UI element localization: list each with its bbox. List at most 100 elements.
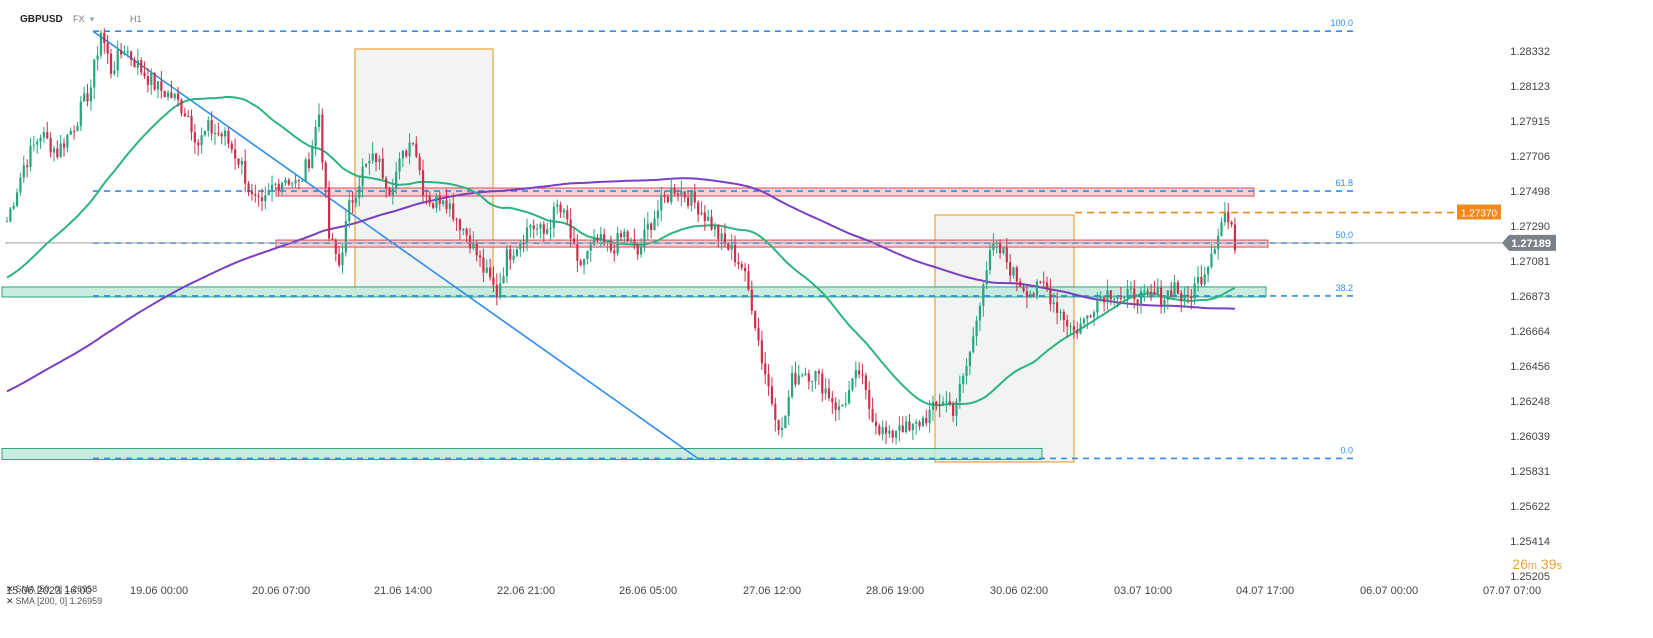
consolidation-box[interactable] <box>934 214 1075 463</box>
candle[interactable] <box>1160 280 1163 314</box>
candle[interactable] <box>1089 314 1092 319</box>
candle[interactable] <box>190 109 193 141</box>
candle[interactable] <box>864 372 867 400</box>
candle[interactable] <box>730 234 733 260</box>
candle[interactable] <box>307 152 311 172</box>
candle[interactable] <box>113 61 116 76</box>
candle[interactable] <box>32 136 35 152</box>
candle[interactable] <box>468 227 472 254</box>
candle[interactable] <box>442 200 445 207</box>
candle[interactable] <box>935 400 938 411</box>
candle[interactable] <box>371 142 374 164</box>
candle[interactable] <box>824 377 827 400</box>
candle[interactable] <box>1045 276 1049 292</box>
candle[interactable] <box>15 188 19 208</box>
candle[interactable] <box>626 229 629 242</box>
candle[interactable] <box>257 192 260 207</box>
symbol-label[interactable]: GBPUSD <box>20 14 63 25</box>
candle[interactable] <box>884 420 888 445</box>
candle[interactable] <box>703 205 706 231</box>
candle[interactable] <box>207 116 210 137</box>
candle[interactable] <box>871 397 874 423</box>
candle[interactable] <box>1069 322 1072 335</box>
candle[interactable] <box>1163 297 1166 314</box>
candle[interactable] <box>56 140 59 160</box>
candle[interactable] <box>566 205 569 225</box>
candle[interactable] <box>247 181 250 197</box>
candle[interactable] <box>844 392 847 408</box>
candle[interactable] <box>140 57 143 76</box>
candle[interactable] <box>354 189 358 208</box>
candle[interactable] <box>1029 290 1032 299</box>
candle[interactable] <box>395 162 398 195</box>
candle[interactable] <box>1133 279 1136 309</box>
candle[interactable] <box>764 352 767 385</box>
candle[interactable] <box>193 124 196 154</box>
candle[interactable] <box>1096 292 1099 319</box>
candle[interactable] <box>733 235 737 267</box>
candle[interactable] <box>1072 319 1075 339</box>
candle[interactable] <box>39 134 42 149</box>
legend-sma50[interactable]: ✕ SMA [50, 0] 1.26958 <box>6 584 97 595</box>
candle[interactable] <box>596 234 599 244</box>
candle[interactable] <box>361 158 364 198</box>
candle[interactable] <box>1099 291 1102 302</box>
candle[interactable] <box>482 248 485 282</box>
candle[interactable] <box>364 163 368 168</box>
candle[interactable] <box>133 57 136 68</box>
candle[interactable] <box>334 238 337 262</box>
candle[interactable] <box>421 159 425 202</box>
candle[interactable] <box>341 243 344 274</box>
candle[interactable] <box>197 138 200 156</box>
candle[interactable] <box>317 103 321 132</box>
candle[interactable] <box>757 317 760 347</box>
candle[interactable] <box>281 181 284 196</box>
candle[interactable] <box>160 70 163 99</box>
candle[interactable] <box>22 155 25 184</box>
candle[interactable] <box>707 209 710 222</box>
candle[interactable] <box>123 45 126 56</box>
candle[interactable] <box>905 415 908 434</box>
candle[interactable] <box>96 46 99 71</box>
candle[interactable] <box>502 267 505 284</box>
candle[interactable] <box>1059 308 1062 321</box>
candle[interactable] <box>270 175 274 202</box>
candle[interactable] <box>509 245 512 270</box>
candle[interactable] <box>227 126 230 149</box>
candle[interactable] <box>908 414 911 432</box>
candle[interactable] <box>29 137 32 172</box>
candle[interactable] <box>495 273 498 306</box>
candle[interactable] <box>210 111 213 141</box>
candle[interactable] <box>183 107 186 118</box>
candle[interactable] <box>264 186 267 210</box>
candle[interactable] <box>401 149 404 168</box>
candle[interactable] <box>656 200 659 227</box>
candle[interactable] <box>915 419 918 435</box>
candle[interactable] <box>267 183 270 196</box>
candle[interactable] <box>1223 202 1226 226</box>
close-icon[interactable]: ✕ <box>6 596 14 606</box>
candle[interactable] <box>59 134 62 159</box>
candle[interactable] <box>1149 284 1153 301</box>
candle[interactable] <box>217 122 220 137</box>
candle[interactable] <box>234 138 237 170</box>
candle[interactable] <box>368 153 371 176</box>
candle[interactable] <box>827 378 831 401</box>
candle[interactable] <box>1062 309 1065 332</box>
candle[interactable] <box>811 380 814 392</box>
candle[interactable] <box>1153 281 1156 295</box>
candle[interactable] <box>1190 289 1193 310</box>
candle[interactable] <box>549 218 552 240</box>
candle[interactable] <box>579 258 582 267</box>
candle[interactable] <box>250 183 254 201</box>
candle[interactable] <box>119 42 123 59</box>
candle[interactable] <box>1042 271 1045 289</box>
candle[interactable] <box>170 80 173 99</box>
candle[interactable] <box>1156 278 1159 298</box>
candle[interactable] <box>945 391 948 413</box>
candle[interactable] <box>1082 317 1086 326</box>
candle[interactable] <box>680 180 683 207</box>
candle[interactable] <box>344 210 347 257</box>
candle[interactable] <box>515 247 519 258</box>
